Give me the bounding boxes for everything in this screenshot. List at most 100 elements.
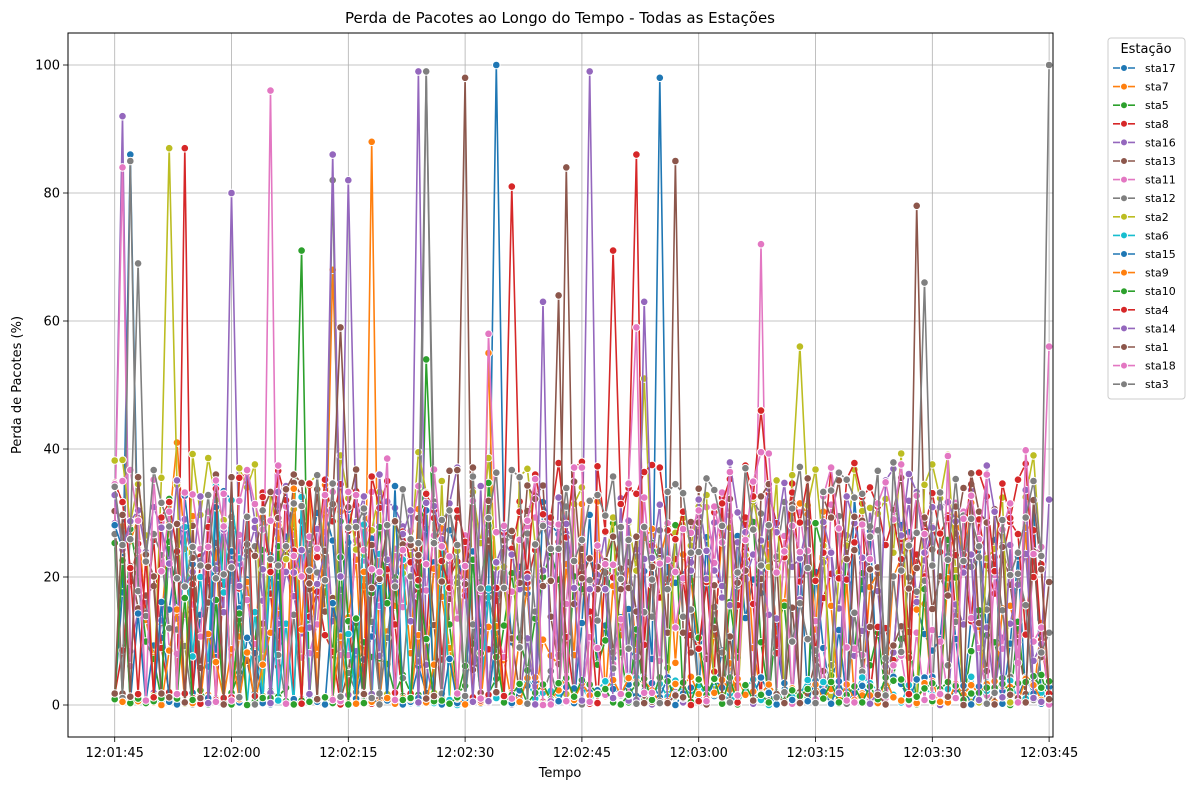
data-point-sta3: [110, 482, 119, 492]
data-point-sta3: [507, 465, 517, 475]
data-point-sta16: [1044, 495, 1054, 504]
data-point-sta3: [468, 472, 478, 481]
data-point-sta10: [896, 675, 906, 684]
data-point-sta3: [180, 582, 190, 591]
data-point-sta9: [289, 484, 299, 494]
x-tick-label: 12:02:15: [319, 746, 377, 761]
data-point-sta9: [764, 680, 774, 689]
data-point-sta4: [608, 246, 618, 255]
x-tick-label: 12:03:15: [786, 746, 844, 761]
data-point-sta10: [803, 684, 813, 694]
data-point-sta10: [258, 693, 268, 703]
data-point-sta3: [826, 486, 836, 495]
data-point-sta11: [639, 493, 649, 502]
data-point-sta1: [429, 691, 439, 701]
data-point-sta3: [538, 521, 548, 531]
data-point-sta1: [172, 519, 182, 529]
data-point-sta11: [118, 163, 127, 172]
data-point-sta18: [671, 567, 680, 577]
data-point-sta5: [694, 633, 704, 643]
data-point-sta18: [795, 547, 805, 557]
data-point-sta10: [694, 675, 704, 684]
data-point-sta18: [772, 568, 781, 577]
data-point-sta18: [499, 521, 509, 531]
data-point-sta1: [639, 698, 649, 708]
data-point-sta7: [671, 658, 680, 668]
data-point-sta1: [110, 689, 119, 698]
data-point-sta10: [515, 679, 524, 689]
data-point-sta3: [126, 534, 135, 544]
data-point-sta14: [1029, 693, 1038, 703]
data-point-sta15: [966, 700, 976, 709]
data-point-sta11: [756, 239, 766, 249]
data-point-sta6: [803, 675, 813, 685]
data-point-sta1: [780, 698, 789, 708]
data-point-sta15: [787, 695, 797, 705]
data-point-sta3: [904, 541, 914, 550]
data-point-sta14: [624, 516, 633, 526]
data-point-sta3: [523, 699, 532, 709]
data-point-sta18: [414, 481, 423, 491]
data-point-sta4: [133, 689, 143, 699]
data-point-sta3: [725, 698, 735, 707]
data-point-sta5: [297, 246, 306, 255]
data-point-sta5: [421, 355, 431, 364]
data-point-sta8: [694, 644, 704, 654]
data-point-sta3: [959, 556, 968, 566]
data-point-sta2: [795, 342, 805, 351]
data-point-sta18: [569, 463, 579, 472]
series-sta18: [110, 323, 1054, 710]
data-point-sta3: [235, 693, 244, 702]
data-point-sta3: [694, 547, 704, 557]
data-point-sta14: [655, 500, 665, 510]
legend-label: sta16: [1145, 136, 1176, 149]
data-point-sta18: [935, 689, 945, 699]
data-point-sta10: [289, 700, 299, 709]
data-point-sta9: [710, 688, 719, 698]
data-point-sta2: [523, 464, 532, 474]
data-point-sta3: [865, 532, 875, 542]
legend-item-sta6: sta6: [1113, 229, 1169, 242]
data-point-sta14: [344, 175, 353, 185]
data-point-sta12: [912, 587, 922, 597]
data-point-sta14: [312, 579, 322, 589]
data-point-sta18: [172, 689, 182, 699]
legend-item-sta18: sta18: [1113, 360, 1176, 373]
data-point-sta16: [538, 566, 548, 575]
data-point-sta18: [367, 565, 377, 574]
data-point-sta3: [188, 542, 197, 552]
legend-item-sta7: sta7: [1113, 81, 1169, 94]
data-point-sta3: [912, 528, 922, 538]
data-point-sta18: [211, 476, 221, 485]
data-point-sta18: [873, 499, 883, 508]
data-point-sta3: [312, 470, 322, 480]
data-point-sta2: [811, 465, 820, 474]
data-point-sta3: [530, 540, 540, 549]
data-point-sta1: [717, 693, 727, 702]
data-point-sta14: [359, 492, 369, 501]
data-point-sta3: [850, 493, 859, 502]
data-point-sta15: [857, 681, 867, 691]
data-point-sta1: [507, 526, 517, 536]
data-point-sta14: [826, 548, 836, 558]
data-point-sta10: [756, 690, 766, 700]
data-point-sta4: [538, 510, 548, 519]
data-point-sta1: [546, 576, 556, 586]
data-point-sta10: [569, 692, 579, 702]
data-point-sta18: [920, 529, 929, 539]
data-point-sta1: [608, 532, 618, 542]
data-point-sta18: [624, 479, 633, 488]
data-point-sta18: [344, 487, 353, 497]
data-point-sta13: [889, 641, 898, 650]
series-sta3: [110, 60, 1054, 709]
data-point-sta15: [764, 688, 774, 698]
data-point-sta3: [429, 538, 439, 548]
data-point-sta1: [118, 510, 127, 520]
data-point-sta4: [1013, 475, 1023, 485]
data-point-sta1: [756, 492, 766, 501]
data-point-sta3: [733, 568, 742, 577]
data-point-sta12: [803, 634, 813, 644]
data-point-sta18: [896, 460, 906, 469]
data-point-sta4: [546, 513, 556, 522]
data-point-sta3: [351, 522, 361, 532]
